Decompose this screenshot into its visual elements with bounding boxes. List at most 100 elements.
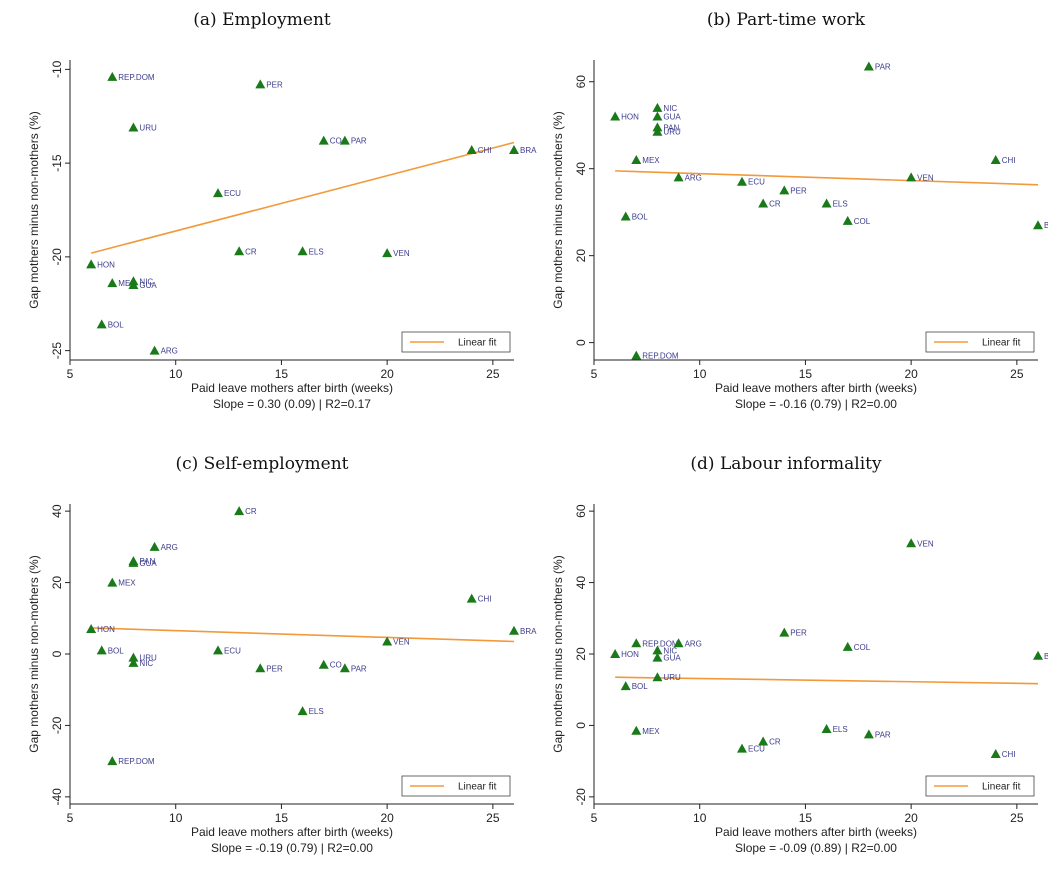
data-point — [906, 538, 917, 548]
data-point — [466, 593, 477, 603]
x-tick-label: 15 — [799, 367, 813, 381]
x-tick-label: 20 — [904, 367, 918, 381]
slope-note: Slope = -0.19 (0.79) | R2=0.00 — [211, 841, 373, 855]
point-label: PAR — [351, 137, 367, 146]
data-point — [234, 506, 245, 516]
data-point — [149, 345, 160, 355]
point-label: ECU — [748, 178, 765, 187]
data-point — [631, 725, 642, 735]
point-label: BOL — [108, 646, 125, 655]
chart-employment: 5 10 15 20 25 -25 -20 -15 -10 Paid leave mothers … — [27, 60, 537, 411]
data-point — [107, 756, 118, 766]
data-point — [213, 188, 223, 198]
data-point — [652, 102, 663, 112]
y-axis-title: Gap mothers minus non-mothers (%) — [27, 555, 41, 752]
data-point — [631, 638, 642, 648]
linear-fit-line — [615, 170, 1039, 186]
x-tick-label: 5 — [591, 811, 598, 825]
panel-title: (c) Self-employment — [175, 454, 349, 474]
data-point — [382, 248, 393, 258]
point-label: ARG — [161, 543, 178, 552]
x-tick-label: 25 — [486, 811, 500, 825]
data-point — [255, 663, 266, 673]
point-label: GUA — [139, 281, 157, 290]
point-label: ECU — [224, 189, 241, 198]
legend-box — [401, 775, 511, 797]
x-tick-label: 25 — [1010, 367, 1024, 381]
y-tick-label: 60 — [574, 504, 588, 518]
data-point — [631, 155, 642, 164]
point-label: CHI — [478, 595, 492, 604]
point-label: MEX — [118, 579, 136, 588]
point-label: ARG — [161, 347, 178, 356]
data-point — [255, 79, 266, 89]
data-point — [652, 652, 663, 662]
point-label: GUA — [139, 559, 157, 568]
slope-note: Slope = 0.30 (0.09) | R2=0.17 — [213, 397, 371, 411]
data-point — [652, 672, 663, 682]
point-label: PAN — [663, 123, 679, 132]
x-tick-label: 10 — [169, 367, 183, 381]
panel-title: (d) Labour informality — [690, 454, 882, 474]
data-point — [652, 645, 663, 655]
y-tick-label: 40 — [50, 504, 64, 518]
x-tick-label: 15 — [799, 811, 813, 825]
data-point — [673, 638, 684, 648]
point-label: COL — [854, 217, 871, 226]
x-tick-label: 15 — [275, 367, 289, 381]
data-point — [652, 126, 663, 136]
y-axis-title: Gap mothers minus non-mothers (%) — [551, 555, 565, 752]
data-point — [96, 319, 107, 329]
legend-box — [925, 775, 1035, 797]
y-tick-label: 0 — [574, 339, 588, 346]
point-label: CR — [769, 199, 781, 208]
data-point — [863, 729, 874, 739]
data-point — [842, 641, 853, 651]
data-point — [339, 663, 350, 673]
point-label: CR — [245, 247, 257, 256]
x-axis-title: Paid leave mothers after birth (weeks) — [191, 825, 393, 839]
point-label: URU — [139, 124, 157, 133]
data-point — [990, 155, 1001, 164]
data-point — [128, 557, 139, 567]
point-label: HON — [621, 113, 639, 122]
point-label: BOL — [632, 682, 649, 691]
point-label: REP.DOM — [118, 757, 155, 766]
y-axis-title: Gap mothers minus non-mothers (%) — [27, 111, 41, 308]
y-tick-label: -10 — [50, 60, 64, 78]
point-label: PER — [266, 80, 283, 89]
x-tick-label: 15 — [275, 811, 289, 825]
data-point — [339, 135, 350, 145]
point-label: NIC — [663, 646, 677, 655]
point-label: PER — [266, 664, 283, 673]
point-label: URU — [139, 654, 157, 663]
point-label: BOL — [108, 320, 125, 329]
slope-note: Slope = -0.16 (0.79) | R2=0.00 — [735, 397, 897, 411]
y-tick-label: -15 — [50, 154, 64, 172]
point-label: PAR — [351, 664, 367, 673]
panel-part-time: (b) Part-time work 5 10 15 20 25 0 20 40 60 Paid … — [524, 0, 1048, 444]
data-point — [737, 743, 747, 753]
point-label: BR — [1044, 652, 1048, 661]
point-label: NIC — [663, 104, 677, 113]
data-point — [821, 724, 832, 733]
point-label: ARG — [685, 173, 702, 182]
data-point — [779, 627, 790, 637]
data-point — [990, 749, 1001, 758]
x-tick-label: 20 — [904, 811, 918, 825]
data-point — [673, 172, 684, 182]
point-label: GUA — [663, 654, 681, 663]
point-label: ELS — [309, 707, 324, 716]
x-tick-label: 10 — [169, 811, 183, 825]
point-label: CO — [330, 137, 342, 146]
linear-fit-line — [90, 141, 515, 254]
point-label: HON — [621, 650, 639, 659]
y-tick-label: 0 — [574, 722, 588, 729]
data-point — [128, 657, 139, 667]
data-point — [652, 111, 663, 121]
point-label: ECU — [748, 745, 765, 754]
point-label: CO — [330, 661, 342, 670]
x-axis-title: Paid leave mothers after birth (weeks) — [191, 381, 393, 395]
point-label: URU — [663, 673, 681, 682]
data-point — [107, 278, 118, 288]
